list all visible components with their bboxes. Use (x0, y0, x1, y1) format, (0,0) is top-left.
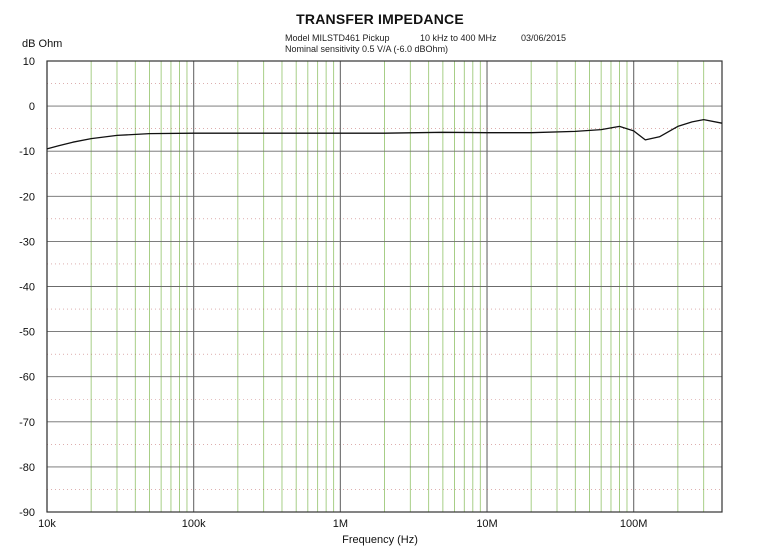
x-tick-label: 1M (333, 518, 348, 530)
y-tick-label: -20 (19, 191, 35, 203)
date-label: 03/06/2015 (521, 33, 567, 43)
chart-title: TRANSFER IMPEDANCE (296, 11, 464, 27)
model-label: Model MILSTD461 Pickup (285, 33, 390, 43)
y-tick-label: -90 (19, 507, 35, 519)
y-tick-label: -30 (19, 236, 35, 248)
y-tick-label: -10 (19, 146, 35, 158)
x-tick-label: 10k (38, 518, 56, 530)
x-tick-label: 100k (182, 518, 206, 530)
x-tick-label: 10M (476, 518, 497, 530)
y-tick-label: -80 (19, 462, 35, 474)
y-tick-label: -70 (19, 417, 35, 429)
grid-lines (46, 60, 723, 513)
y-tick-label: 10 (23, 56, 35, 68)
y-tick-label: 0 (29, 101, 35, 113)
y-tick-labels: 10 0 -10 -20 -30 -40 -50 -60 -70 -80 -90 (19, 56, 35, 519)
frequency-range-label: 10 kHz to 400 MHz (420, 33, 497, 43)
y-axis-label: dB Ohm (22, 38, 63, 50)
y-tick-label: -40 (19, 282, 35, 294)
y-tick-label: -60 (19, 372, 35, 384)
y-tick-label: -50 (19, 327, 35, 339)
trace-group (46, 118, 723, 150)
sensitivity-label: Nominal sensitivity 0.5 V/A (-6.0 dBOhm) (285, 44, 449, 54)
plot-frame (46, 60, 723, 513)
x-tick-labels: 10k 100k 1M 10M 100M (38, 518, 647, 530)
x-axis-label: Frequency (Hz) (342, 534, 418, 546)
x-tick-label: 100M (620, 518, 648, 530)
transfer-impedance-line (46, 118, 723, 150)
